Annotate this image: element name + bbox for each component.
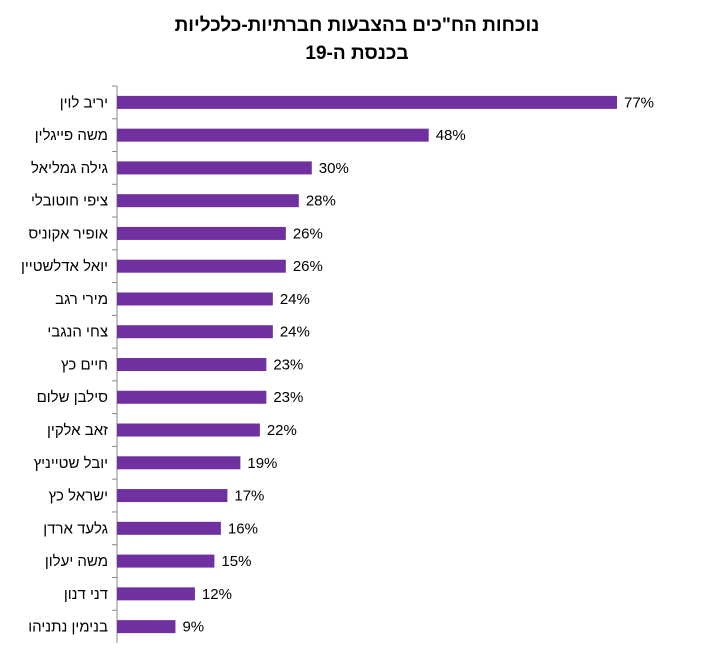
chart-title: בכנסת ה-19 — [305, 43, 408, 64]
chart-title: נוכחות הח"כים בהצבעות חברתיות-כלכליות — [175, 15, 540, 36]
bar — [117, 587, 195, 601]
bar — [117, 390, 267, 404]
bar — [117, 325, 273, 339]
y-tick-label: משה פייגלין — [35, 127, 108, 144]
bar — [117, 620, 176, 634]
y-tick-label: סילבן שלום — [37, 389, 109, 406]
value-label: 15% — [221, 553, 251, 570]
value-label: 16% — [228, 520, 258, 537]
bar — [117, 292, 273, 306]
y-tick-label: צחי הנגבי — [47, 324, 108, 341]
y-tick-label: ישראל כץ — [48, 488, 108, 505]
value-label: 22% — [267, 422, 297, 439]
value-label: 26% — [293, 258, 323, 275]
y-tick-label: משה יעלון — [45, 553, 108, 570]
value-label: 23% — [273, 356, 303, 373]
bar — [117, 194, 299, 208]
y-tick-label: יובל שטייניץ — [34, 455, 108, 472]
y-tick-label: אופיר אקוניס — [28, 225, 108, 242]
bar — [117, 259, 286, 273]
value-label: 24% — [280, 291, 310, 308]
y-tick-label: יריב לוין — [60, 94, 108, 111]
value-label: 23% — [273, 389, 303, 406]
y-tick-label: יואל אדלשטיין — [21, 258, 108, 275]
y-tick-label: גלעד ארדן — [43, 520, 108, 537]
bar — [117, 95, 617, 109]
y-tick-label: חיים כץ — [61, 356, 108, 373]
value-label: 26% — [293, 225, 323, 242]
value-label: 19% — [247, 455, 277, 472]
bar — [117, 226, 286, 240]
value-label: 77% — [624, 94, 654, 111]
bar — [117, 128, 429, 142]
value-label: 24% — [280, 324, 310, 341]
y-tick-label: זאב אלקין — [47, 422, 108, 439]
value-label: 9% — [182, 619, 204, 636]
bar — [117, 521, 221, 535]
value-label: 30% — [319, 160, 349, 177]
y-tick-label: בנימין נתניהו — [28, 619, 108, 636]
y-tick-label: דני דנון — [64, 586, 108, 603]
y-tick-label: ציפי חוטובלי — [31, 193, 108, 210]
bar — [117, 456, 241, 470]
bar — [117, 423, 260, 437]
value-label: 12% — [202, 586, 232, 603]
y-tick-label: מירי רגב — [55, 291, 108, 308]
value-label: 17% — [234, 488, 264, 505]
y-tick-label: גילה גמליאל — [31, 160, 108, 177]
bar — [117, 554, 215, 568]
bar — [117, 161, 312, 175]
value-label: 48% — [436, 127, 466, 144]
bar — [117, 358, 267, 371]
value-label: 28% — [306, 193, 336, 210]
bar — [117, 489, 228, 503]
